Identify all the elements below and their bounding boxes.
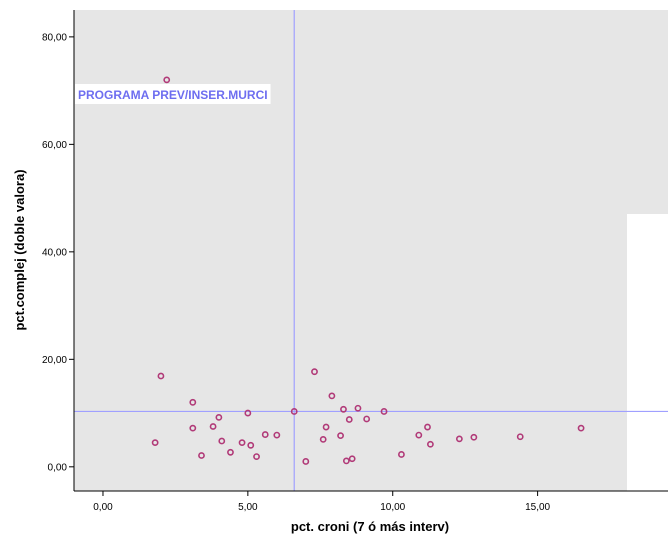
annotation-box [75,84,271,104]
data-point [198,452,205,459]
data-point [340,405,347,413]
data-point [470,433,478,441]
y-tick-label: 20,00 [42,355,67,366]
y-tick-label: 0,00 [48,462,68,473]
x-tick-label: 10,00 [380,502,405,513]
data-point [322,423,330,431]
x-tick-label: 15,00 [525,502,550,513]
y-axis-title: pct.complej (doble valora) [12,169,27,330]
data-point [577,424,585,432]
data-point [363,415,371,423]
data-point [189,424,197,432]
data-point [348,455,356,463]
data-point [209,423,217,430]
y-tick-label: 40,00 [42,247,67,258]
data-point [424,423,431,431]
data-point [345,416,353,423]
x-tick-label: 5,00 [238,502,258,513]
data-point [215,413,223,421]
x-tick-label: 0,00 [93,502,113,513]
data-point [218,437,226,445]
data-point [227,448,234,456]
data-point [247,441,255,449]
x-axis-title: pct. croni (7 ó más interv) [291,519,449,534]
data-point [516,433,524,441]
data-point [455,435,463,443]
data-point [157,372,165,380]
data-point [354,404,362,412]
annotation-label: PROGRAMA PREV/INSER.MURCI [78,88,268,102]
y-tick-label: 80,00 [42,32,67,43]
data-point [311,368,318,376]
plot-background [74,10,668,491]
data-point [328,392,336,400]
annotation-layer: PROGRAMA PREV/INSER.MURCI [75,84,271,104]
data-point [319,436,327,443]
data-point [261,431,269,438]
y-tick-label: 60,00 [42,140,67,151]
points-layer [151,76,585,465]
white-occluder [627,214,668,491]
data-point [426,440,434,448]
data-point [273,431,281,439]
data-point [290,408,298,415]
data-point [380,408,388,415]
data-point [342,457,350,465]
x-ticks: 0,00 5,00 10,00 15,00 [93,491,551,513]
axes [73,10,668,492]
data-point [302,458,310,465]
data-point [163,76,171,84]
data-point [253,453,260,461]
data-point [415,431,423,439]
data-point [398,451,405,458]
data-point [189,398,197,406]
data-point [337,432,344,440]
data-point [238,439,246,447]
y-ticks: 0,00 20,00 40,00 60,00 80,00 [42,32,74,473]
reference-lines [74,10,668,491]
data-point [244,409,252,417]
data-point [151,439,159,447]
